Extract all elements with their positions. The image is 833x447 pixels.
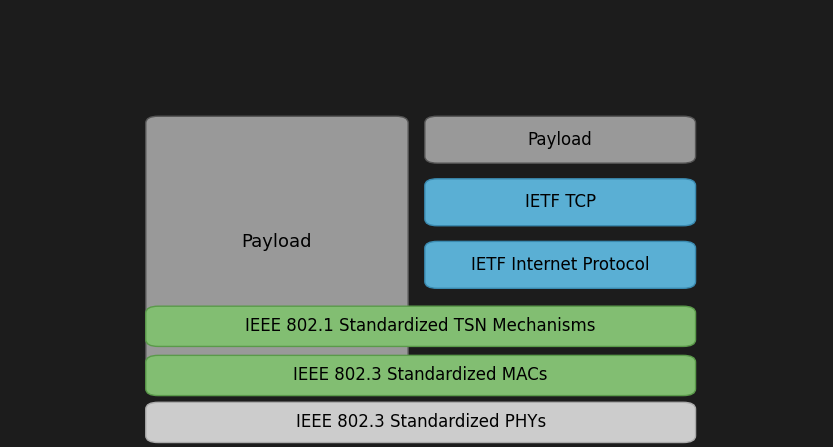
Text: IEEE 802.3 Standardized PHYs: IEEE 802.3 Standardized PHYs: [296, 413, 546, 431]
FancyBboxPatch shape: [146, 306, 696, 346]
Text: Payload: Payload: [528, 131, 592, 149]
Text: Payload: Payload: [242, 233, 312, 252]
FancyBboxPatch shape: [425, 241, 696, 288]
Text: IEEE 802.1 Standardized TSN Mechanisms: IEEE 802.1 Standardized TSN Mechanisms: [246, 317, 596, 335]
Text: IETF Internet Protocol: IETF Internet Protocol: [471, 256, 650, 274]
Text: IEEE 802.3 Standardized MACs: IEEE 802.3 Standardized MACs: [293, 367, 548, 384]
FancyBboxPatch shape: [425, 179, 696, 226]
FancyBboxPatch shape: [146, 402, 696, 443]
FancyBboxPatch shape: [146, 116, 408, 369]
FancyBboxPatch shape: [425, 116, 696, 163]
Text: IETF TCP: IETF TCP: [525, 193, 596, 211]
FancyBboxPatch shape: [146, 355, 696, 396]
